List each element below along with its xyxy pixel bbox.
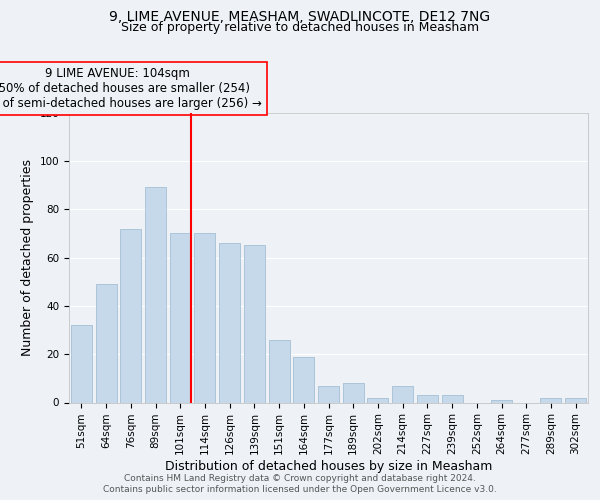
Bar [145,188,166,402]
Bar [269,340,290,402]
Text: 9 LIME AVENUE: 104sqm
← 50% of detached houses are smaller (254)
50% of semi-det: 9 LIME AVENUE: 104sqm ← 50% of detached … [0,67,262,110]
Text: 9, LIME AVENUE, MEASHAM, SWADLINCOTE, DE12 7NG: 9, LIME AVENUE, MEASHAM, SWADLINCOTE, DE… [109,10,491,24]
Bar [417,395,438,402]
Text: Size of property relative to detached houses in Measham: Size of property relative to detached ho… [121,21,479,34]
Bar [71,325,92,402]
Bar [293,356,314,403]
Bar [442,395,463,402]
Y-axis label: Number of detached properties: Number of detached properties [21,159,34,356]
Bar [244,246,265,402]
Bar [170,234,191,402]
Bar [343,383,364,402]
Bar [120,228,141,402]
Bar [95,284,116,403]
Bar [219,243,240,402]
Text: Contains public sector information licensed under the Open Government Licence v3: Contains public sector information licen… [103,485,497,494]
Bar [541,398,562,402]
Bar [491,400,512,402]
Text: Contains HM Land Registry data © Crown copyright and database right 2024.: Contains HM Land Registry data © Crown c… [124,474,476,483]
Bar [194,234,215,402]
Bar [392,386,413,402]
Bar [367,398,388,402]
X-axis label: Distribution of detached houses by size in Measham: Distribution of detached houses by size … [165,460,492,473]
Bar [318,386,339,402]
Bar [565,398,586,402]
